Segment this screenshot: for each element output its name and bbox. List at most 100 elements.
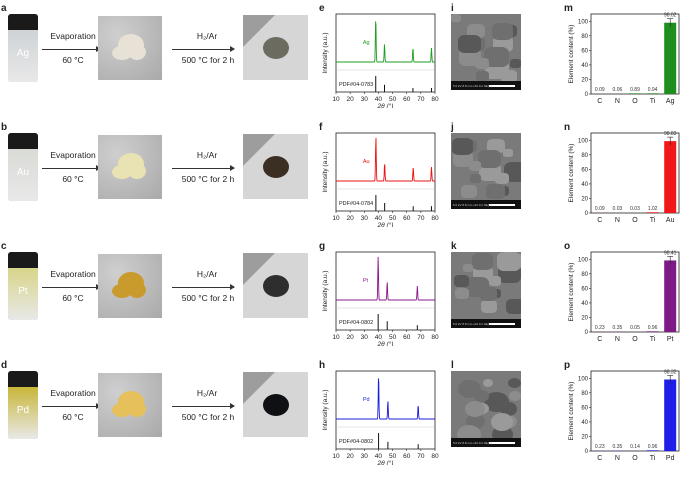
powder-blob	[128, 282, 146, 298]
eds-bar	[646, 331, 659, 332]
xrd-pattern	[336, 137, 435, 182]
vial-body	[8, 30, 38, 82]
eds-category-label: O	[632, 98, 638, 105]
panel-letter: h	[319, 360, 326, 371]
xrd-pattern	[336, 256, 435, 301]
xrd-x-tick-label: 60	[403, 215, 411, 222]
eds-value-label: 0.89	[630, 87, 640, 93]
eds-category-label: C	[597, 98, 602, 105]
xrd-x-tick-label: 70	[417, 334, 425, 341]
panel-letter: b	[1, 122, 8, 133]
eds-y-tick-label: 60	[581, 286, 588, 292]
eds-y-tick-label: 20	[581, 315, 588, 321]
xrd-frame	[335, 132, 436, 212]
eds-bar	[664, 260, 677, 332]
eds-category-label: Au	[666, 217, 675, 224]
sem-grain	[484, 47, 509, 67]
evaporation-label: Evaporation	[50, 31, 96, 41]
evaporation-temp: 60 °C	[62, 55, 84, 65]
xrd-y-axis-label: Intensity (a.u.)	[322, 151, 329, 192]
vial-body	[8, 387, 38, 439]
sem-grain	[483, 379, 493, 387]
arrow-icon	[172, 46, 235, 52]
panel-letter: l	[451, 360, 454, 371]
xrd-reference-label: PDF#04-0802	[339, 439, 373, 445]
eds-value-label: 0.35	[613, 444, 623, 450]
eds-bar	[646, 93, 659, 94]
sem-info-text: 5.0 kV 8.8 mm x10.0 k SE(U)	[453, 322, 492, 326]
powder-blob	[128, 163, 146, 179]
eds-y-tick-label: 100	[578, 257, 589, 263]
xrd-x-tick-label: 70	[417, 215, 425, 222]
powder-photo	[98, 254, 162, 318]
sem-grain	[486, 184, 505, 200]
h2-label: H₂/Ar	[196, 388, 218, 398]
eds-value-label: 0.09	[595, 87, 605, 93]
xrd-reference-label: PDF#04-0802	[339, 320, 373, 326]
eds-y-tick-label: 20	[581, 196, 588, 202]
xrd-x-tick-label: 20	[347, 215, 355, 222]
sem-grain	[455, 288, 469, 300]
eds-y-tick-label: 40	[581, 63, 588, 69]
sem-grain	[469, 161, 481, 171]
vial-photo: Au	[8, 133, 38, 201]
eds-category-label: Ti	[650, 336, 656, 343]
eds-category-label: O	[632, 455, 638, 462]
sem-grain	[481, 300, 497, 313]
evaporation-temp: 60 °C	[62, 412, 84, 422]
sem-grain	[474, 390, 489, 402]
sem-grain	[461, 185, 477, 198]
sem-grain	[472, 253, 493, 270]
panel-letter: o	[564, 241, 571, 252]
vial-cap	[8, 371, 38, 387]
eds-y-tick-label: 100	[578, 19, 589, 25]
panel-letter: f	[319, 122, 323, 133]
xrd-x-tick-label: 50	[389, 453, 397, 460]
xrd-frame	[335, 251, 436, 331]
eds-y-tick-label: 20	[581, 77, 588, 83]
xrd-x-tick-label: 80	[431, 96, 439, 103]
eds-value-label: 98.83	[664, 131, 677, 137]
eds-value-label: 0.94	[648, 87, 658, 93]
eds-y-tick-label: 80	[581, 272, 588, 278]
xrd-x-tick-label: 10	[332, 96, 340, 103]
eds-value-label: 0.35	[613, 325, 623, 331]
eds-value-label: 0.03	[613, 206, 623, 212]
sem-grain	[458, 35, 481, 54]
evaporation-temp: 60 °C	[62, 174, 84, 184]
eds-category-label: Pd	[666, 455, 675, 462]
sem-grain	[452, 138, 473, 155]
vial-photo: Ag	[8, 14, 38, 82]
powder-photo	[98, 16, 162, 80]
eds-bar-chart: 0 20 40 60 80 100 0.09 C 0.03 N 0.03 O 1.02 Ti 98.83 Au…	[568, 131, 680, 224]
xrd-x-tick-label: 40	[375, 453, 383, 460]
sem-grain	[500, 402, 517, 416]
sem-grain	[508, 378, 521, 389]
xrd-y-axis-label: Intensity (a.u.)	[322, 270, 329, 311]
xrd-x-tick-label: 70	[417, 453, 425, 460]
powder-photo	[98, 373, 162, 437]
panel-letter: g	[319, 241, 326, 252]
evaporation-label: Evaporation	[50, 150, 96, 160]
panel-letter: n	[564, 122, 571, 133]
eds-category-label: N	[615, 217, 620, 224]
eds-category-label: N	[615, 455, 620, 462]
xrd-x-tick-label: 80	[431, 453, 439, 460]
h2-conditions: 500 °C for 2 h	[181, 412, 235, 422]
product-photo	[243, 372, 308, 437]
xrd-chart: Ag PDF#04-0783 10 20 30 40 50 60 70 80 Intensity (…	[322, 13, 439, 108]
sem-grain	[463, 264, 473, 272]
sem-grain	[492, 23, 513, 40]
vial-body	[8, 149, 38, 201]
sem-grain	[467, 24, 485, 39]
xrd-chart: Pd PDF#04-0802 10 20 30 40 50 60 70 80 Intensity (…	[322, 370, 439, 465]
xrd-x-tick-label: 60	[403, 334, 411, 341]
eds-bar	[664, 379, 677, 451]
xrd-x-tick-label: 30	[361, 334, 369, 341]
eds-category-label: Ti	[650, 217, 656, 224]
panel-letter: c	[1, 241, 7, 252]
eds-value-label: 0.96	[648, 444, 658, 450]
h2-label: H₂/Ar	[196, 31, 218, 41]
sem-grain	[451, 14, 461, 22]
xrd-chart: Pt PDF#04-0802 10 20 30 40 50 60 70 80 Intensity (…	[322, 251, 439, 346]
